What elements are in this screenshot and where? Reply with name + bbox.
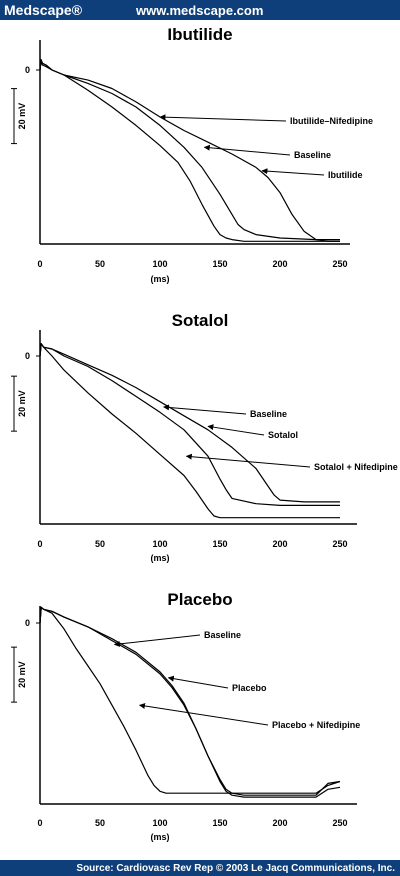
source-credit: Source: Cardiovasc Rev Rep © 2003 Le Jac… <box>76 862 395 874</box>
x-tick-label-0-50: 50 <box>95 259 105 269</box>
x-tick-label-2-150: 150 <box>212 818 227 828</box>
chart-title-0: Ibutilide <box>167 25 232 44</box>
series-line-2-2 <box>39 606 341 794</box>
annotation-arrow-0-2 <box>261 168 325 176</box>
x-tick-label-0-100: 100 <box>152 259 167 269</box>
x-tick-label-0-150: 150 <box>212 259 227 269</box>
y-axis-label-1: 20 mV <box>17 390 27 417</box>
x-tick-label-0-200: 200 <box>272 259 287 269</box>
x-tick-label-1-0: 0 <box>37 539 42 549</box>
annotation-label-2-1: Placebo <box>232 683 267 693</box>
x-tick-label-1-100: 100 <box>152 539 167 549</box>
series-line-2-1 <box>39 606 341 798</box>
annotation-arrow-2-2 <box>139 703 269 726</box>
annotation-arrow-1-1 <box>207 424 265 436</box>
annotation-label-1-0: Baseline <box>250 409 287 419</box>
annotation-label-1-1: Sotalol <box>268 430 298 440</box>
site-url[interactable]: www.medscape.com <box>136 2 264 18</box>
annotation-label-2-2: Placebo + Nifedipine <box>272 720 360 730</box>
y-axis-label-2: 20 mV <box>17 661 27 688</box>
series-line-0-0 <box>39 59 340 242</box>
series-line-2-0 <box>39 606 341 796</box>
x-tick-label-1-150: 150 <box>212 539 227 549</box>
y-tick-label-zero-0: 0 <box>25 65 30 75</box>
y-axis-label-0: 20 mV <box>17 103 27 130</box>
footer-bar: Source: Cardiovasc Rev Rep © 2003 Le Jac… <box>0 860 400 876</box>
chart-title-2: Placebo <box>167 590 232 609</box>
series-line-1-1 <box>39 343 340 503</box>
annotation-arrow-0-0 <box>159 114 287 122</box>
x-tick-label-2-100: 100 <box>152 818 167 828</box>
x-tick-label-1-250: 250 <box>332 539 347 549</box>
x-tick-label-1-50: 50 <box>95 539 105 549</box>
x-axis-label-2: (ms) <box>150 832 169 842</box>
x-axis-label-1: (ms) <box>150 553 169 563</box>
chart-title-1: Sotalol <box>172 311 229 330</box>
x-axis-label-0: (ms) <box>150 274 169 284</box>
x-tick-label-2-200: 200 <box>272 818 287 828</box>
header-bar: Medscape® www.medscape.com <box>0 0 400 20</box>
annotation-label-0-2: Ibutilide <box>328 170 363 180</box>
y-tick-label-zero-1: 0 <box>25 351 30 361</box>
annotation-arrow-1-2 <box>185 453 311 468</box>
annotation-arrow-2-1 <box>167 675 229 689</box>
x-tick-label-2-250: 250 <box>332 818 347 828</box>
x-tick-label-1-200: 200 <box>272 539 287 549</box>
x-tick-label-2-50: 50 <box>95 818 105 828</box>
annotation-label-2-0: Baseline <box>204 630 241 640</box>
annotation-label-1-2: Sotalol + Nifedipine <box>314 462 398 472</box>
medscape-logo[interactable]: Medscape® <box>4 2 83 18</box>
x-tick-label-0-0: 0 <box>37 259 42 269</box>
figure-panels: Ibutilide 0 20 mV 0 50 100 150 200 250 (ms) Ibutil… <box>11 25 398 842</box>
x-tick-label-2-0: 0 <box>37 818 42 828</box>
annotation-label-0-0: Ibutilide–Nifedipine <box>290 116 373 126</box>
series-line-1-0 <box>39 343 340 506</box>
annotation-arrow-2-0 <box>113 634 201 647</box>
annotation-label-0-1: Baseline <box>294 150 331 160</box>
series-line-1-2 <box>39 343 340 519</box>
y-tick-label-zero-2: 0 <box>25 618 30 628</box>
annotation-arrow-0-1 <box>203 144 291 156</box>
x-tick-label-0-250: 250 <box>332 259 347 269</box>
annotation-arrow-1-0 <box>163 404 247 415</box>
series-line-0-2 <box>39 59 340 242</box>
